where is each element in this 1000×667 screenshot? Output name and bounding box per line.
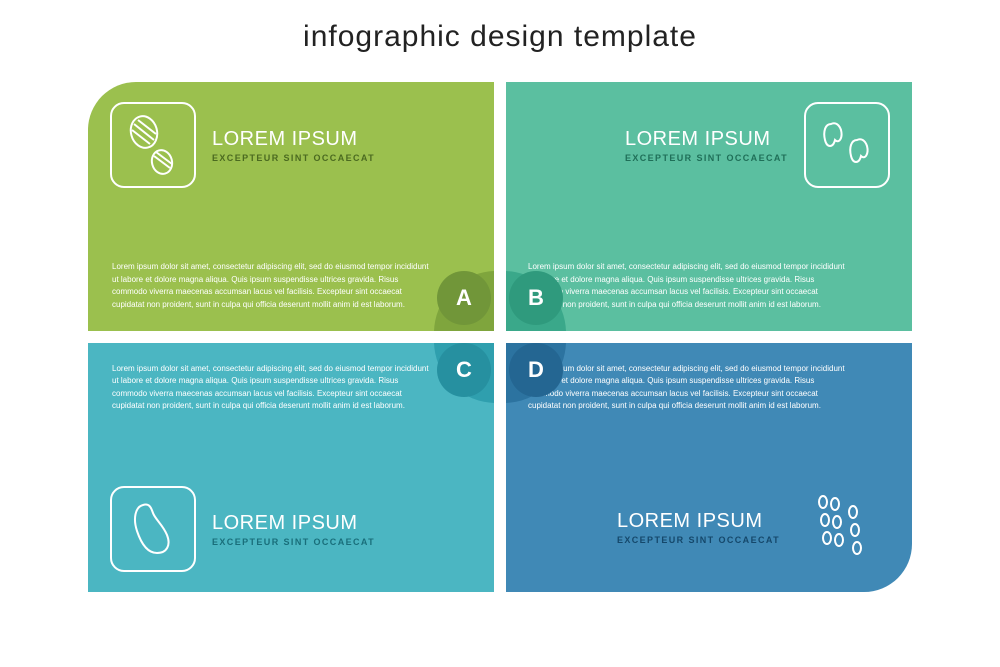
panel-c: Lorem ipsum dolor sit amet, consectetur … — [88, 343, 494, 592]
hoof-prints-icon — [804, 102, 890, 188]
seed-trail-icon — [796, 484, 882, 570]
panel-c-title: LOREM IPSUM — [212, 512, 375, 535]
badge-a: A — [437, 271, 491, 325]
panel-d: Lorem ipsum dolor sit amet, consectetur … — [506, 343, 912, 592]
panel-b-title: LOREM IPSUM — [625, 128, 771, 151]
badge-b: B — [509, 271, 563, 325]
panel-d-body: Lorem ipsum dolor sit amet, consectetur … — [528, 363, 848, 413]
badge-c: C — [437, 343, 491, 397]
boot-print-icon — [110, 102, 196, 188]
panel-a: LOREM IPSUM EXCEPTEUR SINT OCCAECAT Lore… — [88, 82, 494, 331]
panel-c-subtitle: EXCEPTEUR SINT OCCAECAT — [212, 537, 375, 547]
page-title: infographic design template — [0, 20, 1000, 54]
panel-b-subtitle: EXCEPTEUR SINT OCCAECAT — [625, 153, 788, 163]
badge-d: D — [509, 343, 563, 397]
panel-c-body: Lorem ipsum dolor sit amet, consectetur … — [112, 363, 432, 413]
panel-a-subtitle: EXCEPTEUR SINT OCCAECAT — [212, 153, 375, 163]
panel-a-title: LOREM IPSUM — [212, 128, 375, 151]
panel-d-title: LOREM IPSUM — [617, 510, 763, 533]
panel-grid: LOREM IPSUM EXCEPTEUR SINT OCCAECAT Lore… — [88, 82, 912, 592]
panel-b: LOREM IPSUM EXCEPTEUR SINT OCCAECAT Lore… — [506, 82, 912, 331]
shoe-sole-icon — [110, 486, 196, 572]
panel-a-body: Lorem ipsum dolor sit amet, consectetur … — [112, 261, 432, 311]
panel-b-body: Lorem ipsum dolor sit amet, consectetur … — [528, 261, 848, 311]
panel-d-subtitle: EXCEPTEUR SINT OCCAECAT — [617, 535, 780, 545]
